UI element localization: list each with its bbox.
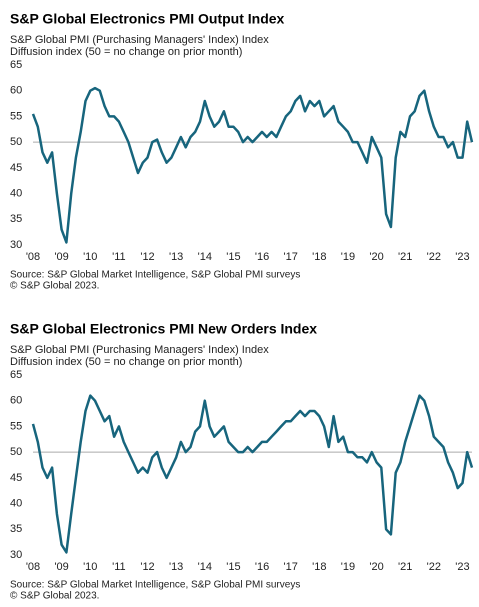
- x-tick-label: '10: [83, 251, 97, 263]
- x-tick-label: '17: [284, 251, 298, 263]
- x-tick-label: '19: [341, 251, 355, 263]
- x-tick-label: '13: [169, 561, 183, 573]
- source: © S&P Global 2023.: [10, 281, 99, 292]
- x-tick-label: '20: [369, 251, 383, 263]
- x-tick-label: '19: [341, 561, 355, 573]
- x-tick-label: '13: [169, 251, 183, 263]
- y-tick-label: 35: [10, 523, 22, 535]
- x-tick-label: '22: [427, 251, 441, 263]
- x-tick-label: '12: [140, 561, 154, 573]
- x-tick-label: '23: [455, 561, 469, 573]
- y-tick-label: 45: [10, 162, 22, 174]
- subtitle: Diffusion index (50 = no change on prior…: [10, 356, 242, 368]
- x-tick-label: '17: [284, 561, 298, 573]
- y-tick-label: 40: [10, 497, 22, 509]
- x-tick-label: '11: [112, 251, 126, 263]
- x-tick-label: '23: [455, 251, 469, 263]
- x-tick-label: '08: [26, 251, 40, 263]
- x-tick-label: '16: [255, 561, 269, 573]
- source: © S&P Global 2023.: [10, 591, 99, 602]
- y-tick-label: 35: [10, 213, 22, 225]
- x-tick-label: '09: [54, 251, 68, 263]
- chart-title: S&P Global Electronics PMI Output Index: [10, 11, 285, 27]
- y-tick-label: 45: [10, 472, 22, 484]
- x-tick-label: '20: [369, 561, 383, 573]
- x-tick-label: '09: [54, 561, 68, 573]
- y-tick-label: 65: [10, 369, 22, 381]
- x-tick-label: '10: [83, 561, 97, 573]
- y-tick-label: 65: [10, 59, 22, 71]
- y-tick-label: 55: [10, 110, 22, 122]
- y-tick-label: 40: [10, 187, 22, 199]
- y-tick-label: 60: [10, 85, 22, 97]
- x-tick-label: '15: [226, 561, 240, 573]
- data-line: [31, 86, 474, 244]
- y-tick-label: 55: [10, 420, 22, 432]
- x-tick-label: '16: [255, 251, 269, 263]
- x-tick-label: '11: [112, 561, 126, 573]
- x-tick-label: '14: [198, 251, 212, 263]
- x-tick-label: '21: [398, 561, 412, 573]
- x-tick-label: '18: [312, 251, 326, 263]
- chart-title: S&P Global Electronics PMI New Orders In…: [10, 321, 317, 337]
- y-tick-label: 50: [10, 136, 22, 148]
- x-tick-label: '08: [26, 561, 40, 573]
- x-tick-label: '21: [398, 251, 412, 263]
- x-tick-label: '18: [312, 561, 326, 573]
- x-tick-label: '14: [198, 561, 212, 573]
- x-tick-label: '12: [140, 251, 154, 263]
- data-line: [31, 394, 474, 554]
- x-tick-label: '15: [226, 251, 240, 263]
- source: Source: S&P Global Market Intelligence, …: [10, 270, 300, 281]
- subtitle: S&P Global PMI (Purchasing Managers' Ind…: [10, 344, 269, 356]
- subtitle: Diffusion index (50 = no change on prior…: [10, 46, 242, 58]
- y-tick-label: 60: [10, 395, 22, 407]
- subtitle: S&P Global PMI (Purchasing Managers' Ind…: [10, 34, 269, 46]
- y-tick-label: 50: [10, 446, 22, 458]
- source: Source: S&P Global Market Intelligence, …: [10, 580, 300, 591]
- y-tick-label: 30: [10, 549, 22, 561]
- y-tick-label: 30: [10, 239, 22, 251]
- x-tick-label: '22: [427, 561, 441, 573]
